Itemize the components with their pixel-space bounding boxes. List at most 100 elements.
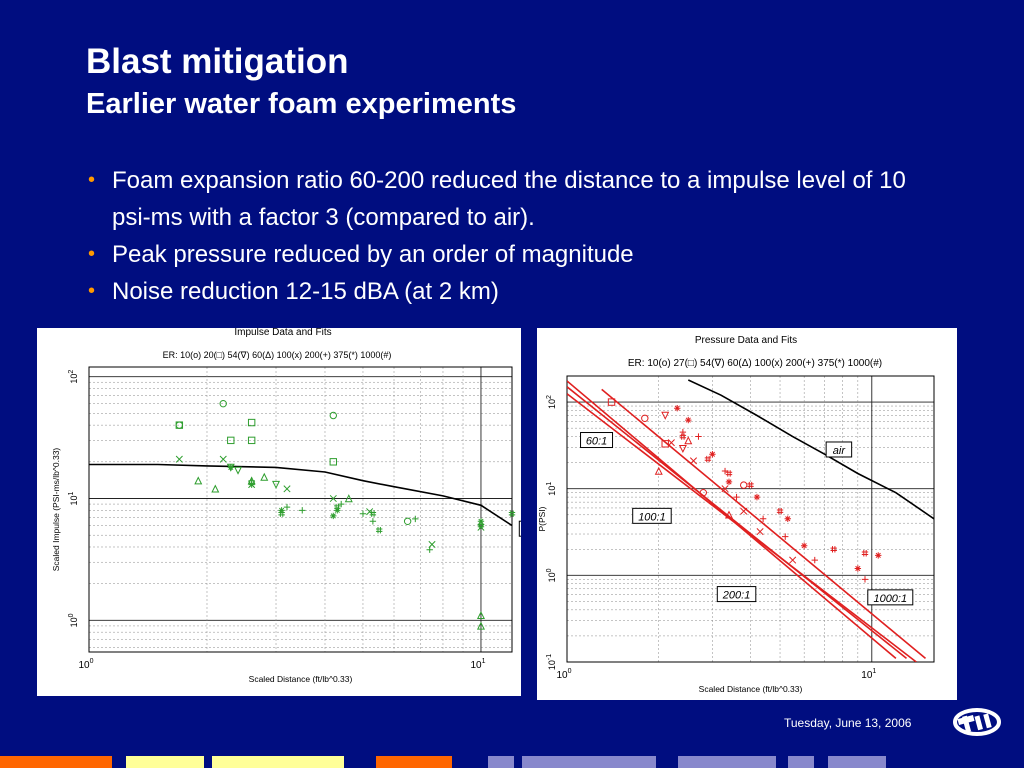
data-point: [175, 455, 183, 463]
data-point: [699, 488, 707, 497]
footer-bar-yellow: [126, 756, 204, 768]
data-point: [861, 576, 869, 583]
x-axis-label: Scaled Distance (ft/lb^0.33): [699, 684, 803, 694]
fit-line-2001: [567, 393, 917, 662]
data-point: [782, 533, 789, 540]
data-point: [704, 455, 712, 463]
fit-label-box: [518, 520, 546, 537]
bullet-item: • Noise reduction 12-15 dBA (at 2 km): [88, 273, 948, 310]
data-point: [753, 493, 761, 501]
data-point: [679, 428, 687, 436]
data-point: [709, 451, 716, 458]
y-tick-label: 102: [68, 370, 79, 384]
data-point: [607, 398, 616, 406]
data-point: [412, 515, 419, 523]
data-point: [674, 404, 681, 412]
data-point: [211, 484, 220, 493]
data-point: [784, 515, 791, 522]
data-point: [272, 480, 281, 489]
data-point: [260, 472, 269, 481]
footer-bar-lavender: [522, 756, 656, 768]
data-point: [234, 466, 243, 475]
fit-line-1001: [567, 386, 907, 660]
data-point: [689, 457, 698, 465]
data-point: [476, 621, 485, 630]
y-tick-label: 101: [546, 482, 557, 496]
y-tick-label: 10-1: [546, 654, 557, 670]
data-point: [283, 485, 291, 493]
data-point: [685, 416, 692, 424]
data-point: [375, 526, 383, 534]
y-tick-label: 101: [68, 491, 79, 505]
fit-line-10001: [601, 388, 927, 660]
data-point: [248, 481, 255, 488]
fit-label: air: [833, 445, 847, 457]
data-point: [800, 542, 808, 549]
data-point: [344, 494, 353, 503]
y-axis-label: Scaled Impulse (PSI-ms/lb^0.33): [51, 448, 61, 572]
footer-bar-orange: [376, 756, 452, 768]
data-point: [369, 518, 377, 525]
data-point: [684, 436, 693, 445]
fit-label-box: [716, 586, 757, 603]
data-point: [756, 528, 764, 536]
data-point: [776, 508, 784, 515]
bullet-marker: •: [88, 169, 96, 191]
data-point: [299, 507, 306, 514]
data-point: [854, 565, 862, 572]
fit-line-Air: [89, 463, 513, 527]
data-point: [403, 517, 412, 526]
data-point: [330, 512, 337, 520]
data-point: [227, 436, 235, 445]
fit-label-box: [632, 507, 672, 524]
data-point: [219, 399, 227, 408]
fit-label: 200:1: [722, 590, 751, 602]
data-point: [661, 411, 670, 420]
data-point: [740, 507, 748, 515]
data-point: [725, 470, 733, 477]
data-point: [759, 515, 767, 522]
data-point: [875, 552, 882, 559]
x-tick-label: 100: [556, 668, 571, 681]
data-point: [733, 493, 740, 501]
data-point: [247, 418, 256, 427]
data-point: [477, 523, 485, 531]
data-point: [359, 510, 367, 517]
bullet-marker: •: [88, 243, 96, 265]
fit-label-box: [867, 589, 914, 606]
data-point: [477, 518, 485, 525]
data-point: [789, 556, 797, 564]
data-point: [695, 433, 702, 440]
data-point: [194, 476, 203, 485]
data-point: [678, 444, 687, 453]
data-point: [283, 503, 291, 511]
data-point: [329, 494, 337, 503]
data-point: [476, 610, 485, 620]
impulse-chart-panel: Impulse Data and Fits ER: 10(o) 20(□) 54(…: [37, 327, 546, 696]
chart-title: Pressure Data and Fits: [695, 335, 797, 346]
footer-bar-yellow: [212, 756, 344, 768]
data-point: [747, 481, 754, 489]
data-point: [721, 467, 729, 475]
plot-frame: [566, 375, 935, 663]
data-point: [477, 522, 485, 529]
bullet-list: • Foam expansion ratio 60-200 reduced the…: [88, 162, 948, 310]
bullet-text: Noise reduction 12-15 dBA (at 2 km): [112, 278, 499, 305]
footer-bar-orange: [0, 756, 112, 768]
bullet-marker: •: [88, 280, 96, 302]
data-point: [641, 414, 649, 422]
x-axis-label: Scaled Distance (ft/lb^0.33): [249, 674, 353, 684]
pressure-chart-panel: Pressure Data and Fits ER: 10(o) 27(□) 54…: [537, 328, 957, 700]
data-point: [679, 433, 687, 440]
data-point: [830, 546, 837, 553]
data-point: [724, 510, 733, 519]
chart-legend: ER: 10(o) 27(□) 54(∇) 60(Δ) 100(x) 200(+…: [628, 358, 882, 369]
impulse-chart: Impulse Data and Fits ER: 10(o) 20(□) 54(…: [51, 327, 546, 684]
y-tick-label: 100: [546, 568, 557, 582]
data-point: [369, 510, 377, 517]
data-point: [219, 455, 227, 463]
y-tick-label: 102: [546, 395, 557, 409]
data-point: [278, 510, 285, 517]
bullet-item: • Peak pressure reduced by an order of ma…: [88, 236, 948, 273]
tno-logo-icon: [953, 708, 1001, 736]
